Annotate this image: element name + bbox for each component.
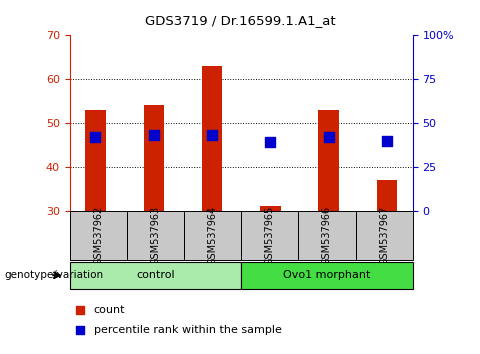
Point — [383, 138, 391, 143]
Bar — [144, 105, 164, 211]
Text: GSM537965: GSM537965 — [265, 206, 275, 265]
Text: GSM537963: GSM537963 — [150, 206, 160, 265]
Point — [325, 134, 333, 140]
Bar — [318, 110, 339, 211]
Bar — [202, 66, 222, 211]
Point — [76, 307, 84, 313]
Bar — [241, 262, 413, 289]
Text: Ovo1 morphant: Ovo1 morphant — [283, 270, 371, 280]
Point — [76, 328, 84, 333]
Point — [92, 134, 99, 140]
Bar — [260, 206, 281, 211]
Bar — [356, 211, 413, 260]
Bar — [85, 110, 106, 211]
Bar — [377, 180, 397, 211]
Text: GSM537964: GSM537964 — [207, 206, 217, 265]
Bar — [299, 211, 356, 260]
Text: genotype/variation: genotype/variation — [5, 270, 104, 280]
Text: count: count — [94, 305, 125, 315]
Point — [208, 132, 216, 138]
Point — [150, 132, 157, 138]
Point — [266, 139, 274, 145]
Bar — [241, 211, 299, 260]
Text: GSM537967: GSM537967 — [379, 206, 389, 265]
Text: control: control — [136, 270, 175, 280]
Text: percentile rank within the sample: percentile rank within the sample — [94, 325, 281, 336]
Text: GDS3719 / Dr.16599.1.A1_at: GDS3719 / Dr.16599.1.A1_at — [144, 14, 336, 27]
Text: GSM537962: GSM537962 — [93, 206, 103, 265]
Bar — [70, 211, 127, 260]
Bar — [184, 211, 241, 260]
Bar — [127, 211, 184, 260]
Bar — [70, 262, 241, 289]
Text: GSM537966: GSM537966 — [322, 206, 332, 265]
